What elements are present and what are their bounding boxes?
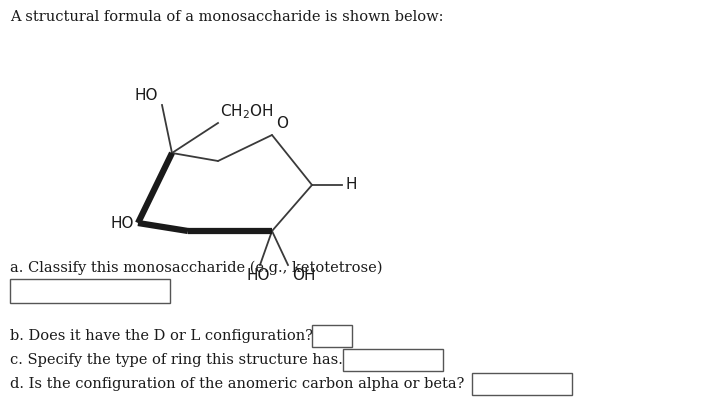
Text: ▼: ▼ xyxy=(562,380,570,388)
Text: OH: OH xyxy=(292,268,315,283)
Text: A structural formula of a monosaccharide is shown below:: A structural formula of a monosaccharide… xyxy=(10,10,443,24)
Text: ▼: ▼ xyxy=(343,332,349,341)
Bar xyxy=(312,325,352,347)
Bar xyxy=(343,349,443,371)
Bar xyxy=(472,373,572,395)
Text: b. Does it have the D or L configuration?: b. Does it have the D or L configuration… xyxy=(10,329,313,343)
Text: ▼: ▼ xyxy=(434,355,440,364)
Text: HO: HO xyxy=(111,216,134,231)
Text: CH$_2$OH: CH$_2$OH xyxy=(220,102,273,121)
Text: a. Classify this monosaccharide (e.g., ketotetrose): a. Classify this monosaccharide (e.g., k… xyxy=(10,261,382,275)
Text: d. Is the configuration of the anomeric carbon alpha or beta?: d. Is the configuration of the anomeric … xyxy=(10,377,464,391)
Bar xyxy=(10,279,170,303)
Text: HO: HO xyxy=(134,88,158,103)
Text: O: O xyxy=(276,116,288,131)
Text: H: H xyxy=(346,177,357,193)
Text: HO: HO xyxy=(247,268,270,283)
Text: c. Specify the type of ring this structure has.: c. Specify the type of ring this structu… xyxy=(10,353,343,367)
